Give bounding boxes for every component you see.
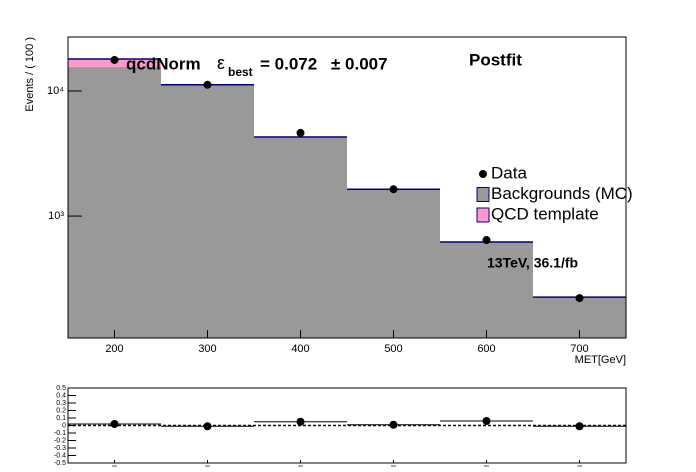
annotation-value: = 0.072 — [260, 54, 317, 73]
x-tick-label: 200 — [112, 464, 117, 468]
x-tick-label: 500 — [384, 343, 402, 355]
ratio-point — [389, 420, 398, 429]
y-tick-label: 10⁴ — [47, 85, 64, 97]
y-tick-label: 0 — [62, 422, 66, 429]
legend-label: Data — [491, 163, 527, 182]
x-tick-label: 200 — [105, 343, 123, 355]
ratio-point — [296, 417, 305, 426]
annotation-symbol: ε — [217, 53, 225, 73]
legend-swatch — [476, 207, 490, 223]
y-axis-label: Events / ( 100 ) — [24, 37, 36, 112]
stack-bar — [161, 84, 254, 338]
y-tick-label: -0.3 — [54, 445, 66, 452]
stack-bar — [440, 242, 533, 338]
y-tick-label: 0.3 — [56, 400, 66, 407]
data-point — [203, 80, 212, 89]
annotation-error: ± 0.007 — [331, 54, 388, 73]
x-tick-label: 700 — [570, 343, 588, 355]
ratio-point — [110, 420, 119, 428]
y-tick-label: -0.2 — [54, 437, 66, 444]
x-axis-label: MET[GeV] — [575, 354, 626, 366]
main-frame — [67, 36, 627, 339]
y-tick-label: 0.4 — [56, 392, 66, 399]
x-tick-label: 500 — [391, 464, 396, 468]
legend-label: Backgrounds (MC) — [491, 184, 633, 203]
y-tick-label: -0.4 — [54, 452, 66, 459]
y-tick-label: -0.5 — [54, 460, 66, 467]
x-tick-label: 400 — [298, 464, 303, 468]
legend-label: QCD template — [491, 204, 599, 223]
ratio-point — [203, 422, 212, 431]
annotation-name: qcdNorm — [126, 54, 201, 73]
legend-marker — [479, 170, 487, 178]
ratio-frame — [67, 387, 627, 464]
data-point — [575, 294, 584, 303]
y-tick-label: 0.2 — [56, 407, 66, 414]
x-tick-label: 300 — [198, 343, 216, 355]
chart-title: Postfit — [469, 50, 522, 69]
x-tick-label: 600 — [484, 464, 489, 468]
x-tick-label: 600 — [477, 343, 495, 355]
y-tick-label: 0.1 — [56, 415, 66, 422]
stack-bar — [254, 136, 347, 338]
ratio-point — [575, 422, 584, 431]
y-tick-label: 10³ — [48, 210, 64, 222]
data-point — [110, 55, 119, 64]
stack-bar — [347, 189, 440, 338]
annotation-subscript: best — [228, 65, 253, 79]
data-point — [482, 236, 491, 245]
stack-bar — [68, 66, 161, 339]
data-point — [296, 128, 305, 137]
x-tick-label: 700 — [577, 464, 582, 468]
y-tick-label: -0.1 — [54, 430, 66, 437]
legend-swatch — [476, 187, 490, 202]
y-tick-label: 0.5 — [56, 385, 66, 392]
ratio-point — [482, 417, 491, 425]
x-tick-label: 400 — [291, 343, 309, 355]
luminosity: 13TeV, 36.1/fb — [487, 255, 578, 271]
data-point — [389, 185, 398, 194]
x-tick-label: 300 — [205, 464, 210, 468]
